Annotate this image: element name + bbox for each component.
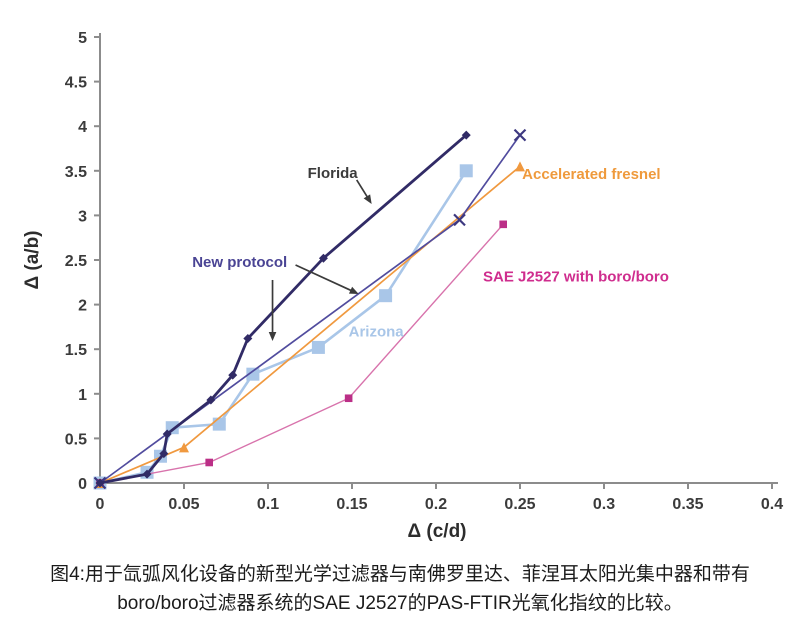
series-sae-j2527-with-boro-boro-marker: [499, 220, 507, 229]
y-tick-label: 4.5: [65, 75, 87, 92]
x-tick-label: 0: [96, 496, 105, 513]
series-accelerated-fresnel-marker: [515, 161, 525, 172]
series-new-protocol-marker: [513, 128, 527, 142]
series-sae-j2527-with-boro-boro-marker: [344, 394, 353, 403]
y-tick-label: 1: [78, 387, 87, 404]
y-tick-label: 2.5: [65, 253, 87, 270]
series-florida-marker: [228, 370, 238, 380]
series-florida-marker: [95, 478, 105, 488]
annotation-arrow-head: [363, 194, 372, 204]
caption-line-2: boro/boro过滤器系统的SAE J2527的PAS-FTIR光氧化指纹的比…: [117, 593, 683, 614]
y-tick-label: 0: [78, 476, 87, 493]
series-sae-j2527-with-boro-boro-marker: [205, 458, 213, 467]
x-tick-label: 0.3: [593, 496, 615, 513]
series-accelerated-fresnel-line: [99, 165, 521, 484]
annotation-arrow-line: [295, 264, 356, 294]
x-tick-label: 0.1: [257, 496, 279, 513]
annotation-arrow-head: [348, 286, 359, 294]
figure-caption: 图4:用于氙弧风化设备的新型光学过滤器与南佛罗里达、菲涅耳太阳光集中器和带有 b…: [0, 560, 800, 618]
caption-line-1: 图4:用于氙弧风化设备的新型光学过滤器与南佛罗里达、菲涅耳太阳光集中器和带有: [50, 564, 750, 585]
annotation-arrow-head: [268, 331, 277, 341]
series-arizona-marker: [379, 289, 393, 303]
series-accelerated-fresnel-marker: [179, 442, 189, 453]
sae-label: SAE J2527 with boro/boro: [483, 268, 669, 285]
new-protocol-label: New protocol: [192, 254, 287, 271]
y-tick-label: 5: [78, 30, 87, 47]
series-florida-marker: [318, 253, 328, 263]
accelerated-fresnel-label: Accelerated fresnel: [522, 166, 660, 183]
x-tick-label: 0.15: [336, 496, 367, 513]
x-tick-label: 0.4: [761, 496, 783, 513]
y-tick-label: 1.5: [65, 342, 87, 359]
series-new-protocol-marker: [453, 213, 466, 227]
series-arizona-marker: [246, 367, 260, 381]
y-tick-label: 2: [78, 298, 87, 315]
series-florida-marker: [159, 449, 169, 459]
series-florida-line: [98, 133, 468, 485]
x-axis-title: Δ (c/d): [407, 521, 466, 542]
y-tick-label: 3: [78, 208, 87, 225]
series-florida-marker: [162, 429, 172, 439]
series-florida-marker: [206, 395, 216, 405]
series-arizona-marker: [459, 164, 473, 178]
x-tick-label: 0.35: [672, 496, 703, 513]
y-tick-label: 3.5: [65, 164, 87, 181]
series-florida-marker: [243, 333, 253, 343]
y-tick-label: 4: [78, 119, 87, 136]
series-florida-marker: [142, 469, 152, 479]
series-arizona-marker: [212, 417, 226, 431]
y-axis-title: Δ (a/b): [22, 230, 43, 289]
series-florida-marker: [461, 130, 471, 140]
photooxidation-line-chart: 0 0.05 0.1 0.15 0.2 0.25 0.3 0.35 0.4 0 0.5 1 1.5 2 2.…: [22, 30, 783, 542]
florida-label: Florida: [308, 165, 359, 182]
arizona-label: Arizona: [349, 324, 405, 341]
series-arizona-marker: [311, 340, 325, 354]
figure-plot-area: 0 0.05 0.1 0.15 0.2 0.25 0.3 0.35 0.4 0 0.5 1 1.5 2 2.…: [22, 30, 783, 542]
x-tick-label: 0.2: [425, 496, 447, 513]
x-tick-label: 0.25: [504, 496, 535, 513]
y-tick-label: 0.5: [65, 431, 87, 448]
series-sae-j2527-with-boro-boro-line: [99, 223, 504, 484]
x-tick-label: 0.05: [168, 496, 199, 513]
